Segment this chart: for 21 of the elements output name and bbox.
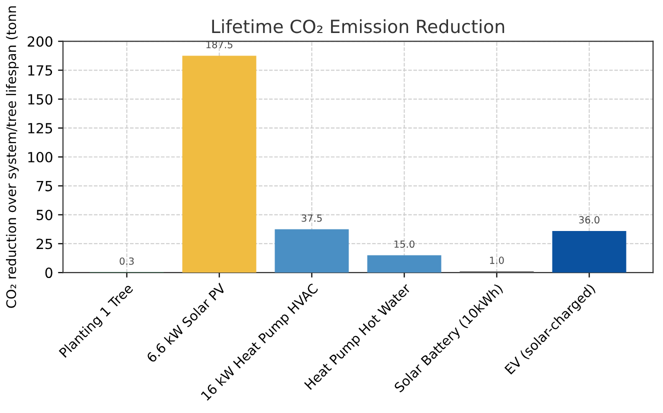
- chart-title: Lifetime CO₂ Emission Reduction: [212, 19, 504, 34]
- y-tick-label: 50: [36, 210, 52, 220]
- data-label: 187.5: [206, 40, 232, 48]
- bar: [274, 229, 349, 273]
- y-tick-label: 75: [36, 181, 52, 192]
- y-tick-label: 175: [28, 65, 52, 76]
- y-tick-label: 125: [28, 123, 52, 134]
- data-label: 36.0: [579, 216, 600, 224]
- data-label: 15.0: [394, 240, 414, 248]
- bar: [552, 230, 626, 273]
- data-label: 0.3: [120, 257, 134, 265]
- y-tick-label: 200: [28, 36, 52, 47]
- bar: [182, 56, 256, 273]
- y-axis-title: CO₂ reduction over system/tree lifespan (tonn: [6, 6, 19, 308]
- data-label: 1.0: [490, 256, 504, 264]
- y-tick-label: 25: [36, 238, 52, 250]
- y-tick-label: 100: [28, 152, 52, 162]
- data-label: 37.5: [302, 214, 322, 222]
- y-tick-label: 150: [28, 94, 52, 105]
- y-tick-label: 0: [45, 268, 52, 278]
- bar: [367, 255, 442, 273]
